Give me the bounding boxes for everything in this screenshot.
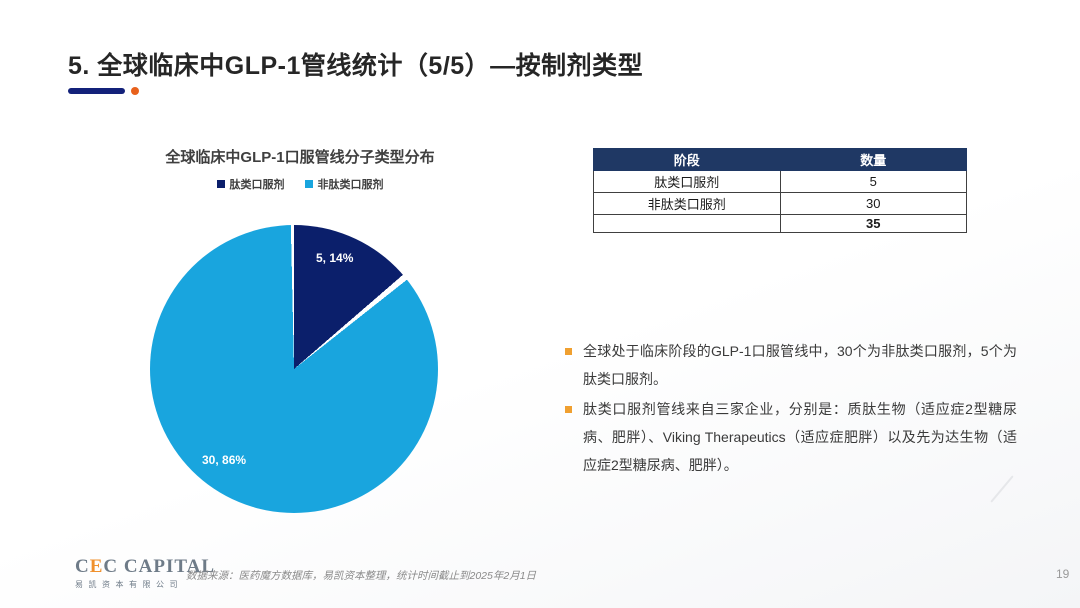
data-source-note: 数据来源：医药魔方数据库，易凯资本整理，统计时间截止到2025年2月1日 (186, 570, 537, 582)
chart-title: 全球临床中GLP-1口服管线分子类型分布 (165, 149, 435, 166)
page-title: 5. 全球临床中GLP-1管线统计（5/5）—按制剂类型 (68, 52, 644, 80)
title-accent-dot (131, 87, 139, 95)
legend-swatch-peptide-icon (216, 180, 225, 188)
stats-table-body: 肽类口服剂 5 非肽类口服剂 30 35 (593, 170, 967, 233)
bullet-square-icon (565, 406, 572, 413)
table-row: 35 (593, 214, 967, 233)
logo-accent-letter: E (89, 556, 104, 577)
logo-wordmark: CEC CAPITAL (75, 556, 215, 577)
legend-swatch-nonpeptide-icon (304, 180, 313, 188)
title-underline-bar (68, 88, 125, 94)
logo-subtitle: 易凯资本有限公司 (75, 580, 183, 589)
page-number: 19 (1056, 567, 1070, 581)
legend-item-nonpeptide: 非肽类口服剂 (304, 176, 384, 192)
table-header-count: 数量 (779, 148, 967, 171)
stats-table-container: 阶段 数量 肽类口服剂 5 非肽类口服剂 30 35 (593, 148, 967, 233)
pie-slice-label-nonpeptide: 30, 86% (202, 453, 247, 467)
notes-list: 全球处于临床阶段的GLP-1口服管线中，30个为非肽类口服剂，5个为肽类口服剂。… (565, 337, 1017, 479)
pie-chart: 5, 14% 30, 86% (150, 225, 438, 513)
table-header-stage: 阶段 (593, 148, 781, 171)
bullet-square-icon (565, 348, 572, 355)
legend-label: 非肽类口服剂 (317, 179, 384, 191)
note-text: 全球处于临床阶段的GLP-1口服管线中，30个为非肽类口服剂，5个为肽类口服剂。 (583, 343, 1017, 387)
legend-item-peptide: 肽类口服剂 (216, 176, 285, 192)
chart-legend: 肽类口服剂 非肽类口服剂 (105, 176, 495, 192)
list-item: 全球处于临床阶段的GLP-1口服管线中，30个为非肽类口服剂，5个为肽类口服剂。 (565, 337, 1017, 393)
list-item: 肽类口服剂管线来自三家企业，分别是：质肽生物（适应症2型糖尿病、肥胖）、Viki… (565, 395, 1017, 479)
table-row: 肽类口服剂 5 (593, 170, 967, 193)
decorative-mark (990, 475, 1014, 503)
pie-slice-label-peptide: 5, 14% (316, 251, 354, 265)
table-header-row: 阶段 数量 (593, 148, 967, 171)
note-text: 肽类口服剂管线来自三家企业，分别是：质肽生物（适应症2型糖尿病、肥胖）、Viki… (583, 401, 1017, 473)
table-row: 非肽类口服剂 30 (593, 192, 967, 215)
stats-table: 阶段 数量 肽类口服剂 5 非肽类口服剂 30 35 (593, 148, 967, 233)
legend-label: 肽类口服剂 (229, 179, 285, 191)
company-logo: CEC CAPITAL 易凯资本有限公司 (75, 557, 215, 590)
